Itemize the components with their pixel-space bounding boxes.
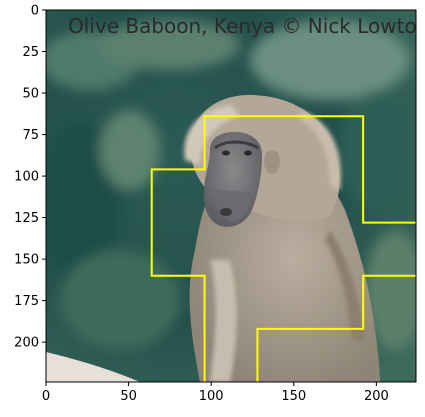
y-axis: 0 25 50 75 100 125 150 175 200 [14,4,46,351]
x-tick-label: 50 [120,389,137,404]
y-tick-label: 0 [31,4,39,19]
overlay-outline-1 [150,115,416,382]
photo: Olive Baboon, Kenya © Nick Lowton [46,10,425,382]
axes-frame [45,9,417,383]
y-tick-label: 100 [14,170,39,185]
y-tick-label: 150 [14,253,39,268]
y-tick-label: 50 [22,87,39,102]
y-tick-label: 75 [22,128,39,143]
y-tick-label: 200 [14,336,39,351]
background-foliage [46,20,416,350]
baboon [184,95,380,382]
overlay [150,115,416,382]
x-tick-label: 100 [199,389,224,404]
overlay-outline-2 [256,274,416,382]
x-tick-label: 150 [281,389,306,404]
y-tick-label: 175 [14,294,39,309]
watermark: Olive Baboon, Kenya © Nick Lowton [68,14,425,38]
x-tick-label: 0 [42,389,50,404]
y-tick-label: 125 [14,211,39,226]
rock [46,352,140,382]
y-tick-label: 25 [22,45,39,60]
x-tick-label: 200 [364,389,389,404]
x-axis: 0 50 100 150 200 [42,382,389,404]
